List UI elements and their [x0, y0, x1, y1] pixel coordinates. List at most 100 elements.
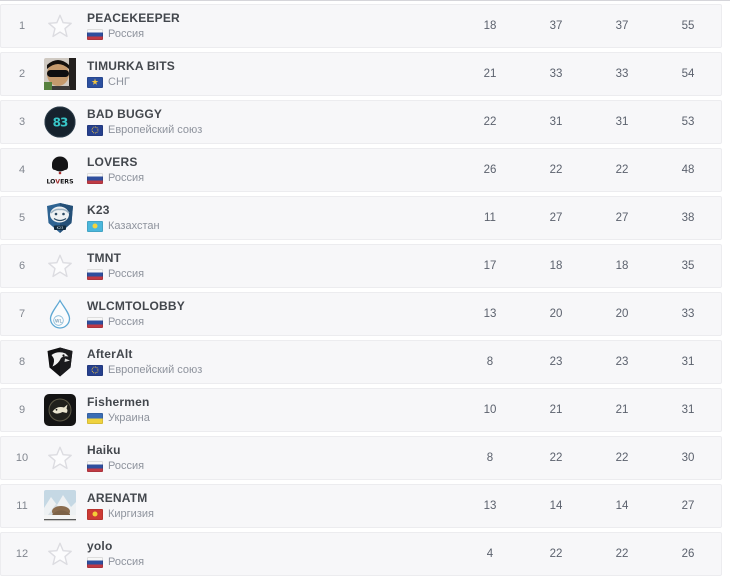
- svg-text:K23: K23: [57, 226, 64, 230]
- team-logo: K23: [43, 201, 77, 235]
- stat-cell: 55: [681, 20, 695, 32]
- table-row[interactable]: 5 K23 K23 Казахстан 11 27 27 38: [0, 196, 722, 240]
- flag-cis-icon: [87, 76, 103, 88]
- team-country: СНГ: [108, 76, 130, 88]
- stat-cell: 22: [615, 164, 629, 176]
- stat-cell: 22: [615, 452, 629, 464]
- svg-text:WL: WL: [55, 318, 62, 324]
- stat-cell: 10: [483, 404, 497, 416]
- rank-cell: 11: [16, 500, 28, 512]
- team-name: AfterAlt: [87, 347, 133, 361]
- team-cell: Haiku Россия: [77, 444, 457, 472]
- stat-cell: 18: [483, 20, 497, 32]
- rank-cell: 7: [18, 308, 26, 320]
- table-row[interactable]: 4 LOVERS LOVERS Россия 26 22 22 48: [0, 148, 722, 192]
- table-row[interactable]: 11 ARENATM Киргизия 13 14 14 27: [0, 484, 722, 528]
- stat-cell: 13: [483, 308, 497, 320]
- team-logo: [43, 393, 77, 427]
- team-cell: LOVERS Россия: [77, 156, 457, 184]
- stat-cell: 38: [681, 212, 695, 224]
- star-placeholder-icon: [43, 441, 77, 475]
- flag-ukraine-icon: [87, 412, 103, 424]
- stat-cell: 8: [486, 452, 494, 464]
- team-name: ARENATM: [87, 491, 148, 505]
- stat-cell: 54: [681, 68, 695, 80]
- rank-cell: 9: [18, 404, 26, 416]
- stat-cell: 30: [681, 452, 695, 464]
- team-name: PEACEKEEPER: [87, 11, 180, 25]
- stat-cell: 22: [549, 452, 563, 464]
- team-name: Fishermen: [87, 395, 150, 409]
- team-cell: K23 Казахстан: [77, 204, 457, 232]
- team-country: Россия: [108, 268, 145, 280]
- stat-cell: 31: [615, 116, 629, 128]
- stat-cell: 22: [615, 548, 629, 560]
- team-name: BAD BUGGY: [87, 107, 163, 121]
- stat-cell: 48: [681, 164, 695, 176]
- rank-cell: 8: [18, 356, 26, 368]
- team-country: Россия: [108, 172, 145, 184]
- stat-cell: 18: [549, 260, 563, 272]
- svg-text:LOVERS: LOVERS: [46, 179, 73, 186]
- stat-cell: 37: [615, 20, 629, 32]
- stat-cell: 20: [615, 308, 629, 320]
- rank-cell: 12: [15, 548, 29, 560]
- flag-russia-icon: [87, 556, 103, 568]
- rank-cell: 1: [18, 20, 26, 32]
- flag-kyrgyzstan-icon: [87, 508, 103, 520]
- team-logo: WL: [43, 297, 77, 331]
- stat-cell: 27: [681, 500, 695, 512]
- team-name: LOVERS: [87, 155, 138, 169]
- team-logo: [43, 57, 77, 91]
- team-cell: ARENATM Киргизия: [77, 492, 457, 520]
- table-row[interactable]: 2 TIMURKA BITS СНГ 21 33 33 54: [0, 52, 722, 96]
- team-country: Россия: [108, 460, 145, 472]
- flag-eu-icon: [87, 124, 103, 136]
- team-country: Россия: [108, 556, 145, 568]
- rank-cell: 2: [18, 68, 26, 80]
- stat-cell: 11: [484, 212, 496, 224]
- stat-cell: 17: [483, 260, 497, 272]
- team-logo: [43, 489, 77, 523]
- table-row[interactable]: 12 yolo Россия 4 22 22 26: [0, 532, 722, 576]
- flag-russia-icon: [87, 460, 103, 472]
- stat-cell: 21: [615, 404, 629, 416]
- stat-cell: 26: [483, 164, 497, 176]
- stat-cell: 35: [681, 260, 695, 272]
- stat-cell: 23: [549, 356, 563, 368]
- team-cell: PEACEKEEPER Россия: [77, 12, 457, 40]
- team-logo: [43, 345, 77, 379]
- table-row[interactable]: 10 Haiku Россия 8 22 22 30: [0, 436, 722, 480]
- rank-cell: 4: [18, 164, 26, 176]
- team-name: yolo: [87, 539, 113, 553]
- stat-cell: 13: [483, 500, 497, 512]
- team-country: Россия: [108, 316, 145, 328]
- table-row[interactable]: 8 AfterAlt Европейский союз 8 23 23 31: [0, 340, 722, 384]
- team-name: TIMURKA BITS: [87, 59, 175, 73]
- team-cell: BAD BUGGY Европейский союз: [77, 108, 457, 136]
- table-row[interactable]: 7 WL WLCMTOLOBBY Россия 13 20 20 33: [0, 292, 722, 336]
- stat-cell: 14: [549, 500, 563, 512]
- star-placeholder-icon: [43, 537, 77, 571]
- rank-cell: 5: [18, 212, 26, 224]
- table-row[interactable]: 3 83 BAD BUGGY Европейский союз 22 31 31…: [0, 100, 722, 144]
- flag-russia-icon: [87, 28, 103, 40]
- flag-russia-icon: [87, 172, 103, 184]
- star-placeholder-icon: [43, 9, 77, 43]
- stat-cell: 26: [681, 548, 695, 560]
- stat-cell: 33: [681, 308, 695, 320]
- table-row[interactable]: 6 TMNT Россия 17 18 18 35: [0, 244, 722, 288]
- rank-cell: 10: [15, 452, 29, 464]
- team-cell: TMNT Россия: [77, 252, 457, 280]
- flag-eu-icon: [87, 364, 103, 376]
- stat-cell: 23: [615, 356, 629, 368]
- stat-cell: 22: [549, 548, 563, 560]
- team-logo: LOVERS: [43, 153, 77, 187]
- stat-cell: 22: [549, 164, 563, 176]
- team-cell: WLCMTOLOBBY Россия: [77, 300, 457, 328]
- table-row[interactable]: 1 PEACEKEEPER Россия 18 37 37 55: [0, 4, 722, 48]
- table-row[interactable]: 9 Fishermen Украина 10 21 21 31: [0, 388, 722, 432]
- flag-russia-icon: [87, 316, 103, 328]
- stat-cell: 53: [681, 116, 695, 128]
